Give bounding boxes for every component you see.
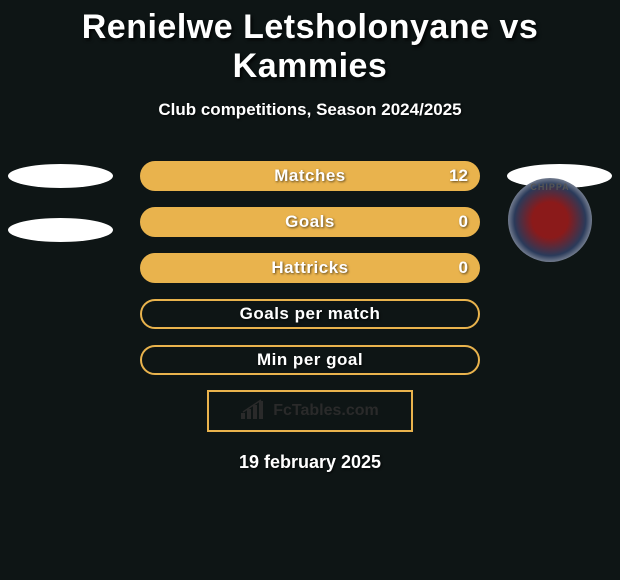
stat-row-min-per-goal: Min per goal xyxy=(0,344,620,376)
bar-label: Matches xyxy=(142,166,478,186)
bar-matches: Matches 12 xyxy=(140,161,480,191)
fctables-icon xyxy=(241,399,267,424)
bar-min-per-goal: Min per goal xyxy=(140,345,480,375)
club-logo-text: CHIPPA xyxy=(508,182,592,192)
bar-label: Min per goal xyxy=(142,350,478,370)
bar-label: Hattricks xyxy=(142,258,478,278)
brand-box: FcTables.com xyxy=(207,390,413,432)
bar-value: 0 xyxy=(459,258,468,278)
bar-goals-per-match: Goals per match xyxy=(140,299,480,329)
bar-label: Goals per match xyxy=(142,304,478,324)
club-logo: CHIPPA xyxy=(500,178,600,262)
bar-value: 12 xyxy=(449,166,468,186)
bar-value: 0 xyxy=(459,212,468,232)
bar-label: Goals xyxy=(142,212,478,232)
date: 19 february 2025 xyxy=(0,452,620,473)
stat-row-goals-per-match: Goals per match xyxy=(0,298,620,330)
subtitle: Club competitions, Season 2024/2025 xyxy=(0,100,620,120)
club-logo-circle: CHIPPA xyxy=(508,178,592,262)
brand-text: FcTables.com xyxy=(273,402,379,420)
bar-hattricks: Hattricks 0 xyxy=(140,253,480,283)
comparison-title: Renielwe Letsholonyane vs Kammies xyxy=(0,0,620,86)
bar-goals: Goals 0 xyxy=(140,207,480,237)
